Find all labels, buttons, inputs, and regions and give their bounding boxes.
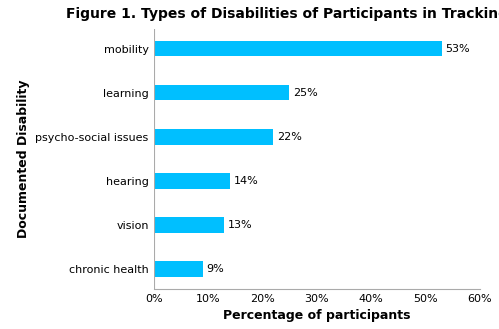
Text: 13%: 13% xyxy=(228,220,252,230)
Y-axis label: Documented Disability: Documented Disability xyxy=(17,80,30,238)
Bar xyxy=(154,217,224,233)
X-axis label: Percentage of participants: Percentage of participants xyxy=(223,309,410,322)
Bar xyxy=(154,262,203,277)
Text: 53%: 53% xyxy=(446,43,470,54)
Bar xyxy=(154,41,442,56)
Title: Figure 1. Types of Disabilities of Participants in Tracking Survey: Figure 1. Types of Disabilities of Parti… xyxy=(66,7,499,21)
Text: 22%: 22% xyxy=(277,132,302,142)
Text: 14%: 14% xyxy=(234,176,258,186)
Text: 25%: 25% xyxy=(293,88,318,98)
Bar xyxy=(154,85,289,100)
Bar xyxy=(154,129,273,144)
Text: 9%: 9% xyxy=(206,264,224,274)
Bar xyxy=(154,173,230,189)
